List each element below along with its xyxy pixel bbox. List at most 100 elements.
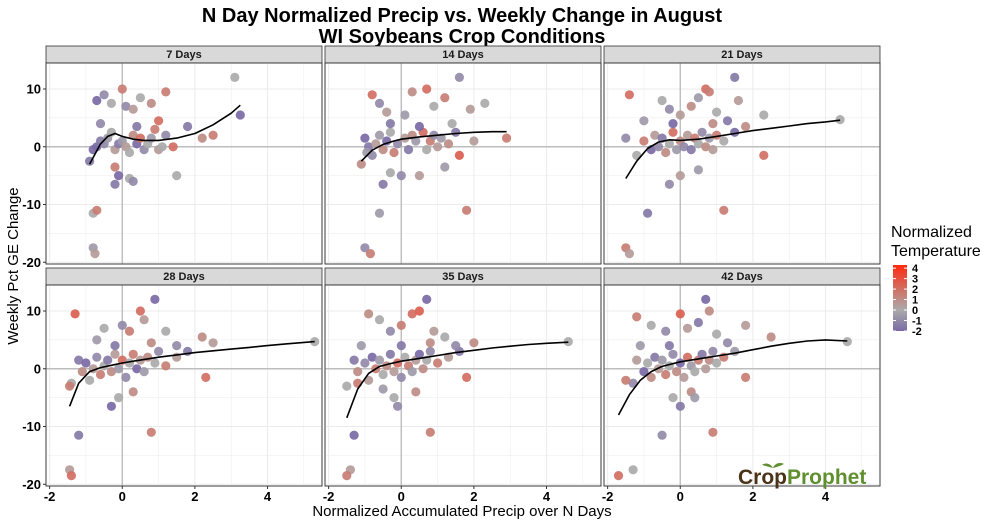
scatter-point: [146, 338, 156, 348]
x-tick-label: 2: [749, 489, 756, 504]
scatter-point: [143, 352, 153, 362]
chart-title-line-1: N Day Normalized Precip vs. Weekly Chang…: [202, 5, 722, 27]
scatter-point: [124, 326, 135, 336]
scatter-point: [106, 401, 116, 411]
scatter-point: [385, 127, 395, 137]
scatter-point: [92, 95, 102, 106]
scatter-point: [349, 355, 359, 365]
scatter-point: [708, 346, 718, 356]
scatter-point: [106, 98, 116, 108]
scatter-point: [697, 349, 707, 359]
scatter-point: [161, 361, 171, 371]
scatter-point: [632, 355, 642, 365]
scatter-point: [114, 171, 124, 181]
scatter-point: [183, 121, 193, 132]
scatter-point: [682, 323, 693, 333]
y-tick-label: 10: [27, 81, 41, 96]
scatter-point: [451, 341, 461, 351]
scatter-point: [95, 369, 106, 380]
scatter-point: [121, 101, 131, 111]
scatter-point: [146, 133, 156, 143]
scatter-point: [469, 338, 479, 348]
scatter-point: [708, 145, 718, 155]
scatter-point: [657, 95, 667, 106]
scatter-point: [690, 367, 700, 377]
scatter-point: [624, 90, 635, 100]
scatter-point: [422, 84, 432, 94]
scatter-point: [110, 162, 120, 172]
scatter-point: [686, 145, 696, 155]
scatter-point: [672, 367, 682, 377]
scatter-point: [128, 130, 138, 140]
facet-strip-label: 35 Days: [442, 271, 484, 283]
scatter-point: [661, 326, 671, 336]
scatter-point: [382, 107, 392, 117]
x-tick-label: -2: [44, 489, 56, 504]
scatter-point: [128, 104, 138, 114]
scatter-point: [128, 387, 138, 397]
scatter-point: [74, 430, 84, 440]
scatter-point: [95, 119, 106, 129]
x-tick-label: 0: [677, 489, 684, 504]
y-tick-label: 0: [34, 361, 41, 376]
scatter-point: [454, 72, 464, 82]
scatter-point: [835, 115, 845, 125]
scatter-point: [85, 375, 95, 385]
scatter-point: [197, 133, 207, 143]
scatter-point: [92, 335, 102, 345]
scatter-point: [208, 338, 218, 348]
scatter-point: [110, 341, 120, 351]
scatter-point: [124, 147, 135, 158]
legend-tick-label: -1: [912, 316, 922, 328]
x-tick-label: -2: [323, 489, 335, 504]
scatter-point: [664, 139, 675, 149]
scatter-point: [759, 150, 769, 160]
scatter-point: [396, 320, 406, 330]
trend-line: [360, 130, 507, 162]
scatter-point: [766, 332, 776, 342]
panel-border: [45, 62, 323, 265]
x-tick-label: -2: [602, 489, 614, 504]
scatter-point: [385, 349, 395, 359]
scatter-point: [465, 104, 475, 114]
scatter-point: [741, 121, 751, 132]
y-axis-title: Weekly Pct GE Change: [5, 187, 22, 344]
scatter-point: [374, 315, 385, 325]
brand-text-crop: Crop: [738, 466, 787, 489]
scatter-point: [154, 116, 164, 126]
scatter-point: [657, 355, 667, 365]
scatter-point: [128, 349, 138, 359]
panel-border: [45, 284, 323, 487]
scatter-point: [661, 147, 671, 158]
x-tick-label: 0: [398, 489, 405, 504]
scatter-point: [146, 427, 156, 437]
y-tick-label: -10: [22, 419, 41, 434]
scatter-point: [157, 142, 167, 152]
scatter-point: [121, 372, 131, 382]
scatter-point: [741, 372, 751, 382]
scatter-point: [657, 430, 667, 440]
scatter-point: [128, 176, 138, 186]
scatter-point: [197, 332, 207, 342]
scatter-point: [414, 306, 424, 316]
panel-background: [324, 62, 602, 265]
scatter-point: [117, 320, 127, 330]
scatter-point: [422, 145, 432, 155]
scatter-point: [161, 326, 171, 336]
scatter-point: [139, 315, 149, 325]
scatter-point: [661, 369, 671, 380]
legend-tick-label: 1: [912, 295, 918, 307]
scatter-point: [414, 121, 424, 132]
scatter-point: [639, 367, 649, 377]
scatter-point: [693, 139, 704, 149]
scatter-point: [712, 107, 722, 117]
scatter-point: [360, 133, 370, 143]
legend-tick-label: 2: [912, 284, 918, 296]
scatter-point: [722, 338, 733, 348]
scatter-point: [613, 471, 624, 481]
y-tick-label: 0: [34, 139, 41, 154]
legend-tick-label: -2: [912, 326, 922, 338]
scatter-point: [679, 372, 689, 382]
scatter-point: [675, 401, 685, 411]
x-tick-label: 4: [822, 489, 830, 504]
